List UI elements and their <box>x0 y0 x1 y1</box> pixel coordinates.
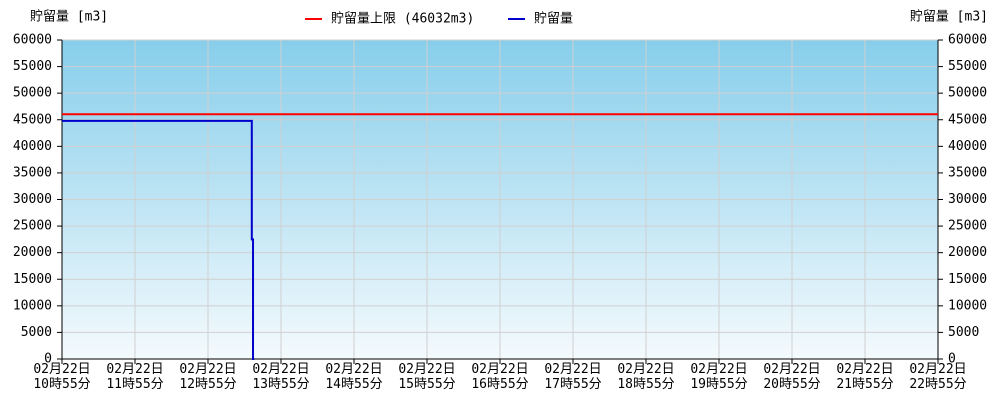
y-tick-label: 0 <box>44 352 52 367</box>
y2-tick-label: 5000 <box>948 325 979 340</box>
x-tick-label: 02月22日 14時55分 <box>325 362 383 392</box>
y-tick-label: 45000 <box>13 112 52 127</box>
y2-tick-label: 30000 <box>948 192 987 207</box>
y2-tick-label: 35000 <box>948 165 987 180</box>
y-tick-label: 55000 <box>13 59 52 74</box>
y-tick-label: 25000 <box>13 219 52 234</box>
y-tick-label: 10000 <box>13 298 52 313</box>
y-tick-label: 60000 <box>13 33 52 48</box>
y-tick-label: 40000 <box>13 139 52 154</box>
x-tick-label: 02月22日 15時55分 <box>398 362 456 392</box>
series-line <box>62 119 255 360</box>
y-tick-label: 5000 <box>21 325 52 340</box>
x-tick-label: 02月22日 17時55分 <box>544 362 602 392</box>
y2-tick-label: 20000 <box>948 245 987 260</box>
x-tick-label: 02月22日 16時55分 <box>471 362 529 392</box>
x-tick-label: 02月22日 13時55分 <box>252 362 310 392</box>
y-tick-label: 20000 <box>13 245 52 260</box>
x-tick-label: 02月22日 10時55分 <box>33 362 91 392</box>
x-tick-label: 02月22日 12時55分 <box>179 362 237 392</box>
y-tick-label: 35000 <box>13 165 52 180</box>
x-tick-label: 02月22日 20時55分 <box>763 362 821 392</box>
y2-tick-label: 60000 <box>948 33 987 48</box>
y2-tick-label: 50000 <box>948 86 987 101</box>
y2-tick-label: 55000 <box>948 59 987 74</box>
y-tick-label: 15000 <box>13 272 52 287</box>
y2-tick-label: 45000 <box>948 112 987 127</box>
x-tick-label: 02月22日 18時55分 <box>617 362 675 392</box>
x-tick-label: 02月22日 21時55分 <box>836 362 894 392</box>
y2-tick-label: 10000 <box>948 298 987 313</box>
y2-tick-label: 25000 <box>948 219 987 234</box>
x-tick-label: 02月22日 11時55分 <box>106 362 164 392</box>
legend-label: 貯留量 <box>534 12 573 27</box>
y2-tick-label: 40000 <box>948 139 987 154</box>
y2-tick-label: 0 <box>948 352 956 367</box>
x-tick-label: 02月22日 19時55分 <box>690 362 748 392</box>
y-axis-title: 貯留量 [m3] <box>30 10 108 25</box>
legend-label: 貯留量上限 (46032m3) <box>331 12 474 27</box>
x-tick-label: 02月22日 22時55分 <box>909 362 967 392</box>
y-tick-label: 30000 <box>13 192 52 207</box>
y2-axis-title: 貯留量 [m3] <box>910 10 988 25</box>
y-tick-label: 50000 <box>13 86 52 101</box>
y2-tick-label: 15000 <box>948 272 987 287</box>
